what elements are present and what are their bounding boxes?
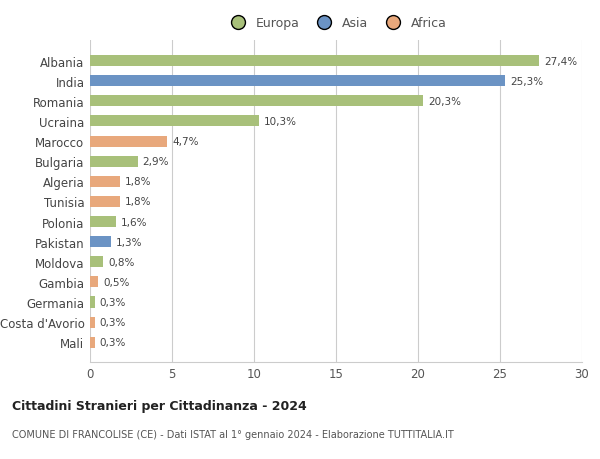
Text: 0,8%: 0,8% bbox=[108, 257, 134, 267]
Bar bbox=[90, 116, 259, 127]
Bar bbox=[90, 236, 112, 248]
Text: 1,8%: 1,8% bbox=[124, 177, 151, 187]
Text: 0,3%: 0,3% bbox=[100, 318, 126, 327]
Bar bbox=[90, 337, 95, 348]
Text: 0,5%: 0,5% bbox=[103, 277, 130, 287]
Text: 25,3%: 25,3% bbox=[510, 77, 543, 86]
Bar bbox=[90, 136, 167, 147]
Text: 0,3%: 0,3% bbox=[100, 337, 126, 347]
Text: 1,3%: 1,3% bbox=[116, 237, 143, 247]
Text: 20,3%: 20,3% bbox=[428, 96, 461, 106]
Text: Cittadini Stranieri per Cittadinanza - 2024: Cittadini Stranieri per Cittadinanza - 2… bbox=[12, 399, 307, 412]
Text: 4,7%: 4,7% bbox=[172, 137, 199, 147]
Bar bbox=[90, 297, 95, 308]
Bar bbox=[90, 76, 505, 87]
Text: 10,3%: 10,3% bbox=[264, 117, 297, 127]
Legend: Europa, Asia, Africa: Europa, Asia, Africa bbox=[221, 12, 452, 35]
Bar bbox=[90, 56, 539, 67]
Bar bbox=[90, 257, 103, 268]
Bar bbox=[90, 96, 423, 107]
Bar bbox=[90, 176, 119, 187]
Text: 27,4%: 27,4% bbox=[544, 56, 577, 67]
Bar bbox=[90, 196, 119, 207]
Text: 0,3%: 0,3% bbox=[100, 297, 126, 308]
Bar bbox=[90, 156, 137, 168]
Text: 2,9%: 2,9% bbox=[142, 157, 169, 167]
Bar bbox=[90, 277, 98, 288]
Text: 1,6%: 1,6% bbox=[121, 217, 148, 227]
Bar bbox=[90, 317, 95, 328]
Text: COMUNE DI FRANCOLISE (CE) - Dati ISTAT al 1° gennaio 2024 - Elaborazione TUTTITA: COMUNE DI FRANCOLISE (CE) - Dati ISTAT a… bbox=[12, 429, 454, 439]
Bar bbox=[90, 217, 116, 228]
Text: 1,8%: 1,8% bbox=[124, 197, 151, 207]
